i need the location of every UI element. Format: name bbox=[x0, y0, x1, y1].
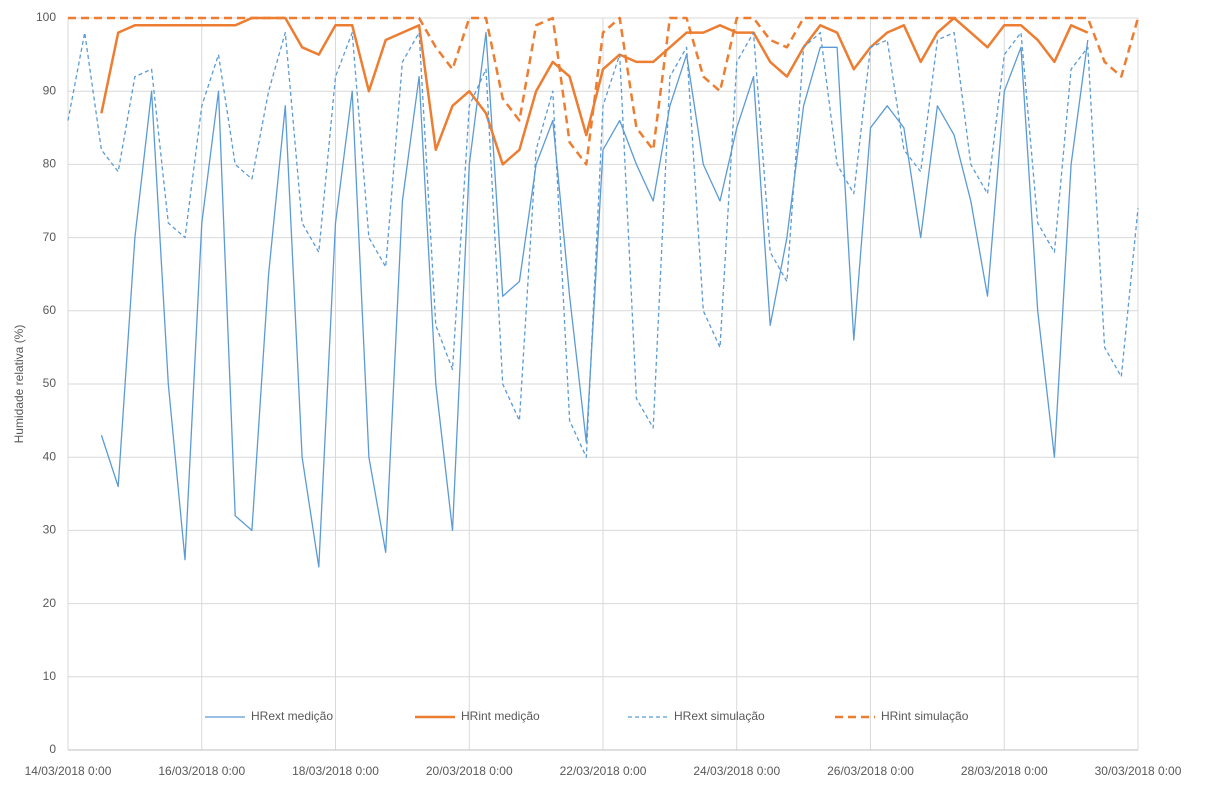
x-tick-label: 14/03/2018 0:00 bbox=[25, 764, 112, 778]
x-tick-label: 22/03/2018 0:00 bbox=[560, 764, 647, 778]
y-tick-label: 50 bbox=[43, 376, 57, 390]
x-tick-label: 18/03/2018 0:00 bbox=[292, 764, 379, 778]
x-tick-label: 24/03/2018 0:00 bbox=[693, 764, 780, 778]
data-line bbox=[68, 16, 1140, 166]
legend-label: HRint simulação bbox=[881, 709, 969, 723]
y-tick-label: 40 bbox=[43, 449, 57, 463]
legend-label: HRint medição bbox=[461, 709, 540, 723]
data-line bbox=[100, 31, 1089, 568]
y-tick-label: 10 bbox=[43, 669, 57, 683]
y-tick-label: 70 bbox=[43, 230, 57, 244]
y-tick-label: 0 bbox=[49, 742, 56, 756]
legend-label: HRext simulação bbox=[674, 709, 765, 723]
y-tick-label: 20 bbox=[43, 596, 57, 610]
x-tick-label: 20/03/2018 0:00 bbox=[426, 764, 513, 778]
legend-label: HRext medição bbox=[251, 709, 333, 723]
x-tick-label: 28/03/2018 0:00 bbox=[961, 764, 1048, 778]
y-axis-title: Humidade relativa (%) bbox=[12, 325, 26, 444]
y-tick-label: 80 bbox=[43, 157, 57, 171]
x-tick-label: 26/03/2018 0:00 bbox=[827, 764, 914, 778]
x-tick-label: 16/03/2018 0:00 bbox=[158, 764, 245, 778]
y-tick-label: 30 bbox=[43, 523, 57, 537]
y-tick-label: 90 bbox=[43, 83, 57, 97]
y-tick-label: 100 bbox=[36, 10, 56, 24]
y-tick-label: 60 bbox=[43, 303, 57, 317]
x-tick-label: 30/03/2018 0:00 bbox=[1095, 764, 1182, 778]
data-line bbox=[67, 31, 1139, 458]
